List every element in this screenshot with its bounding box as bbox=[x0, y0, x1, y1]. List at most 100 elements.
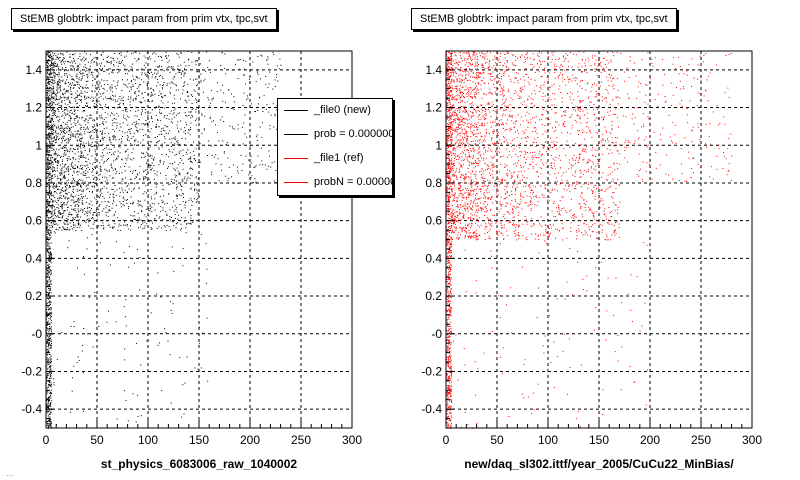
data-point bbox=[87, 225, 89, 227]
point-group-low bbox=[199, 51, 282, 184]
x-tick-label: 50 bbox=[90, 433, 104, 447]
data-point bbox=[255, 80, 257, 82]
data-point bbox=[48, 407, 50, 409]
data-point bbox=[52, 170, 54, 172]
data-point bbox=[93, 211, 95, 213]
data-point bbox=[103, 208, 105, 210]
data-point bbox=[260, 147, 262, 149]
data-point bbox=[50, 65, 52, 67]
data-point bbox=[89, 117, 91, 119]
data-point bbox=[449, 95, 451, 97]
data-point bbox=[184, 127, 186, 129]
data-point bbox=[96, 195, 98, 197]
data-point bbox=[128, 183, 130, 185]
data-point bbox=[178, 172, 180, 174]
data-point bbox=[447, 114, 449, 116]
data-point bbox=[447, 211, 449, 213]
data-point bbox=[87, 87, 89, 89]
data-point bbox=[144, 124, 146, 126]
data-point bbox=[48, 397, 50, 399]
data-point bbox=[245, 60, 247, 62]
data-point bbox=[130, 110, 132, 112]
data-point bbox=[47, 282, 49, 284]
data-point bbox=[451, 255, 452, 257]
data-point bbox=[92, 126, 94, 128]
data-point bbox=[86, 81, 88, 82]
data-point bbox=[99, 63, 101, 65]
data-point bbox=[46, 424, 48, 426]
data-point bbox=[95, 194, 97, 196]
data-point bbox=[59, 214, 61, 215]
data-point bbox=[215, 163, 217, 165]
data-point bbox=[72, 87, 74, 89]
data-point bbox=[73, 135, 75, 137]
data-point bbox=[449, 75, 451, 77]
data-point bbox=[73, 188, 74, 190]
data-point bbox=[158, 164, 160, 166]
data-point bbox=[66, 131, 68, 133]
data-point bbox=[46, 243, 48, 245]
data-point bbox=[74, 219, 76, 220]
data-point bbox=[449, 162, 451, 164]
data-point bbox=[74, 208, 76, 210]
data-point bbox=[89, 203, 91, 205]
data-point bbox=[58, 82, 60, 84]
data-point bbox=[61, 107, 63, 109]
data-point bbox=[50, 405, 52, 407]
legend-label-probn: probN = 0.000000 bbox=[314, 176, 392, 188]
data-point bbox=[67, 223, 69, 225]
data-point bbox=[58, 139, 60, 140]
data-point bbox=[99, 212, 100, 214]
data-point bbox=[88, 221, 90, 223]
data-point bbox=[111, 71, 113, 73]
data-point bbox=[166, 118, 168, 119]
data-point bbox=[203, 129, 205, 131]
data-point bbox=[65, 127, 67, 129]
data-point bbox=[66, 89, 68, 91]
data-point bbox=[447, 301, 449, 303]
data-point bbox=[84, 133, 86, 135]
data-point bbox=[70, 131, 72, 133]
data-point bbox=[52, 64, 54, 66]
data-point bbox=[149, 210, 151, 212]
data-point bbox=[54, 63, 56, 65]
data-point bbox=[53, 93, 54, 94]
data-point bbox=[448, 317, 450, 319]
data-point bbox=[449, 101, 451, 103]
data-point bbox=[172, 206, 174, 208]
data-point bbox=[61, 190, 63, 192]
data-point bbox=[46, 236, 48, 238]
data-point bbox=[48, 308, 50, 310]
data-point bbox=[195, 124, 197, 126]
data-point bbox=[48, 155, 50, 157]
data-point bbox=[447, 388, 449, 390]
data-point bbox=[50, 155, 52, 157]
data-point bbox=[75, 195, 77, 197]
data-point bbox=[81, 230, 83, 231]
data-point bbox=[98, 87, 100, 89]
data-point bbox=[110, 60, 112, 62]
data-point bbox=[46, 357, 48, 359]
data-point bbox=[51, 115, 53, 117]
data-point bbox=[151, 109, 153, 111]
data-point bbox=[56, 91, 58, 93]
data-point bbox=[224, 53, 226, 55]
data-point bbox=[101, 192, 103, 194]
data-point bbox=[120, 142, 122, 144]
data-point bbox=[82, 116, 84, 118]
data-point bbox=[74, 204, 76, 206]
data-point bbox=[108, 136, 110, 138]
data-point bbox=[124, 68, 126, 70]
data-point bbox=[60, 213, 62, 215]
data-point bbox=[50, 128, 52, 130]
data-point bbox=[173, 109, 175, 111]
data-point bbox=[127, 98, 129, 100]
data-point bbox=[47, 77, 49, 79]
data-point bbox=[156, 85, 158, 87]
data-point bbox=[450, 273, 451, 275]
data-point bbox=[66, 99, 68, 101]
data-point bbox=[49, 86, 51, 88]
data-point bbox=[450, 139, 452, 141]
data-point bbox=[185, 138, 187, 140]
data-point bbox=[52, 214, 54, 216]
